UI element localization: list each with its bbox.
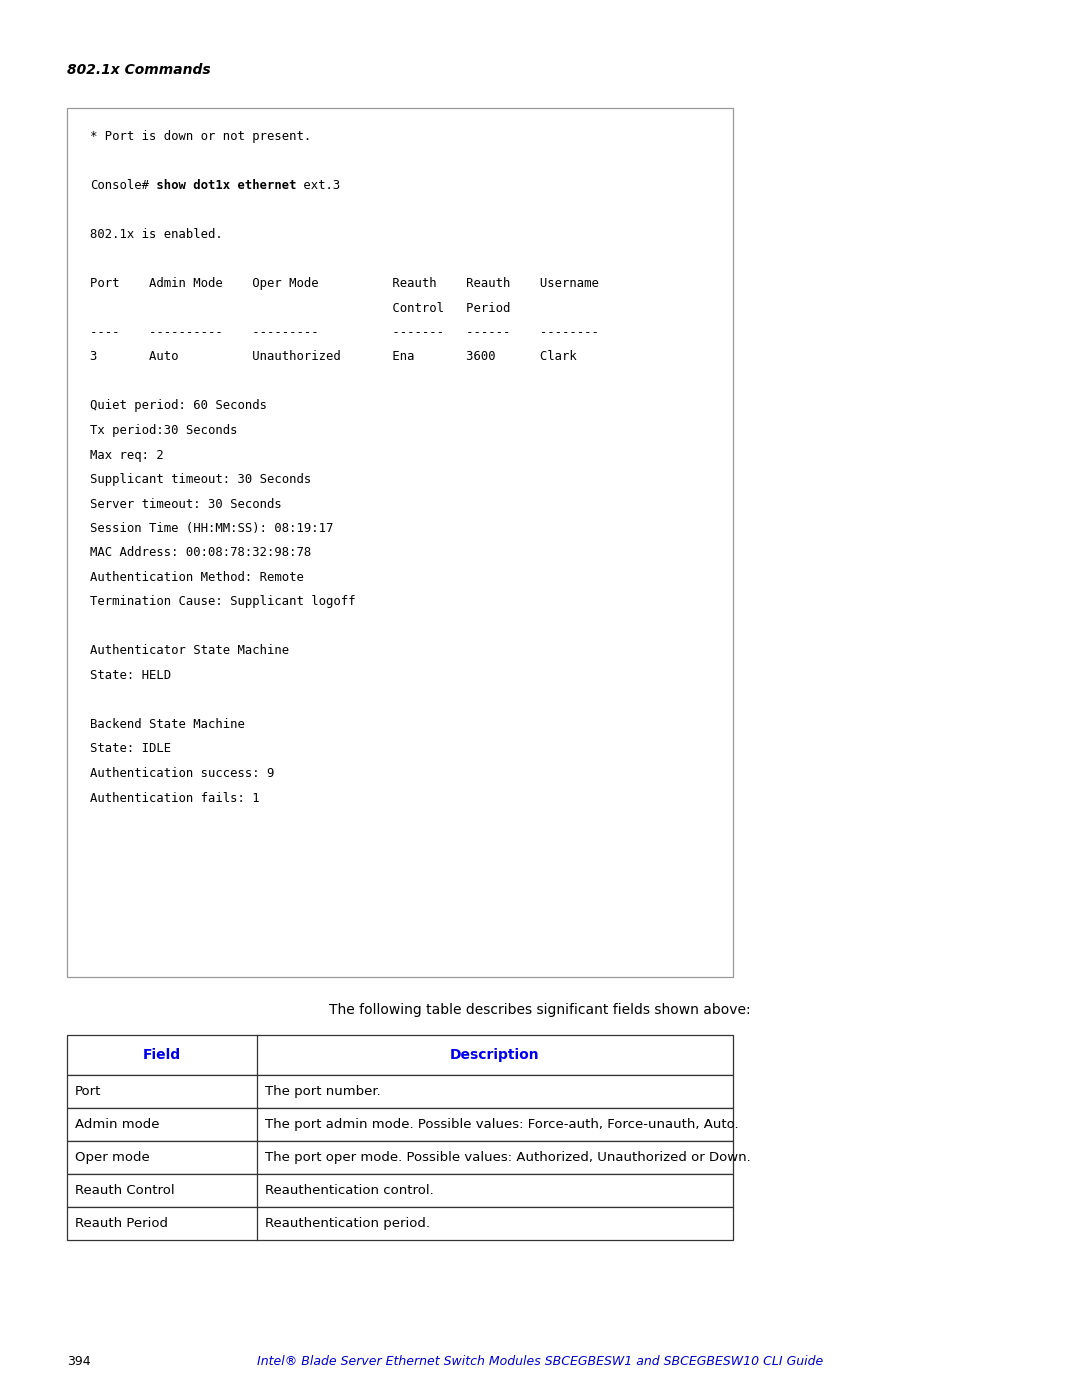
- Text: ext.3: ext.3: [296, 179, 340, 191]
- Text: Authentication fails: 1: Authentication fails: 1: [90, 792, 259, 805]
- Text: Authenticator State Machine: Authenticator State Machine: [90, 644, 289, 658]
- Text: 3       Auto          Unauthorized       Ena       3600      Clark: 3 Auto Unauthorized Ena 3600 Clark: [90, 351, 577, 363]
- Text: Reauth Period: Reauth Period: [75, 1217, 168, 1229]
- Bar: [67, 1035, 733, 1076]
- Text: MAC Address: 00:08:78:32:98:78: MAC Address: 00:08:78:32:98:78: [90, 546, 311, 560]
- Text: The port number.: The port number.: [265, 1085, 381, 1098]
- Text: Reauthentication period.: Reauthentication period.: [265, 1217, 430, 1229]
- Text: Field: Field: [143, 1048, 181, 1062]
- Text: Reauth Control: Reauth Control: [75, 1185, 175, 1197]
- Text: Console#: Console#: [90, 179, 149, 191]
- Text: Quiet period: 60 Seconds: Quiet period: 60 Seconds: [90, 400, 267, 412]
- Text: Authentication Method: Remote: Authentication Method: Remote: [90, 571, 303, 584]
- Bar: [67, 1108, 733, 1141]
- Text: Max req: 2: Max req: 2: [90, 448, 164, 461]
- Text: 394: 394: [67, 1355, 91, 1368]
- Text: show dot1x ethernet: show dot1x ethernet: [149, 179, 296, 191]
- Bar: [67, 1076, 733, 1108]
- Bar: [67, 1141, 733, 1173]
- Text: Termination Cause: Supplicant logoff: Termination Cause: Supplicant logoff: [90, 595, 355, 609]
- Text: Authentication success: 9: Authentication success: 9: [90, 767, 274, 780]
- Text: Port: Port: [75, 1085, 102, 1098]
- Text: Session Time (HH:MM:SS): 08:19:17: Session Time (HH:MM:SS): 08:19:17: [90, 522, 334, 535]
- Text: The following table describes significant fields shown above:: The following table describes significan…: [329, 1003, 751, 1017]
- Bar: [67, 1173, 733, 1207]
- Text: Admin mode: Admin mode: [75, 1118, 160, 1132]
- Text: Description: Description: [450, 1048, 540, 1062]
- Text: 802.1x Commands: 802.1x Commands: [67, 63, 211, 77]
- Text: * Port is down or not present.: * Port is down or not present.: [90, 130, 311, 142]
- Text: 802.1x is enabled.: 802.1x is enabled.: [90, 228, 222, 242]
- Text: Port    Admin Mode    Oper Mode          Reauth    Reauth    Username: Port Admin Mode Oper Mode Reauth Reauth …: [90, 277, 599, 291]
- Text: Tx period:30 Seconds: Tx period:30 Seconds: [90, 425, 238, 437]
- Text: The port oper mode. Possible values: Authorized, Unauthorized or Down.: The port oper mode. Possible values: Aut…: [265, 1151, 751, 1164]
- Text: ----    ----------    ---------          -------   ------    --------: ---- ---------- --------- ------- ------…: [90, 326, 599, 339]
- Text: The port admin mode. Possible values: Force-auth, Force-unauth, Auto.: The port admin mode. Possible values: Fo…: [265, 1118, 739, 1132]
- Text: Supplicant timeout: 30 Seconds: Supplicant timeout: 30 Seconds: [90, 474, 311, 486]
- Text: Server timeout: 30 Seconds: Server timeout: 30 Seconds: [90, 497, 282, 510]
- Text: Backend State Machine: Backend State Machine: [90, 718, 245, 731]
- Bar: [67, 1207, 733, 1241]
- Text: State: HELD: State: HELD: [90, 669, 171, 682]
- Text: Reauthentication control.: Reauthentication control.: [265, 1185, 434, 1197]
- Text: Oper mode: Oper mode: [75, 1151, 150, 1164]
- Text: State: IDLE: State: IDLE: [90, 742, 171, 756]
- Bar: [67, 108, 733, 977]
- Text: Intel® Blade Server Ethernet Switch Modules SBCEGBESW1 and SBCEGBESW10 CLI Guide: Intel® Blade Server Ethernet Switch Modu…: [257, 1355, 823, 1368]
- Text: Control   Period: Control Period: [90, 302, 511, 314]
